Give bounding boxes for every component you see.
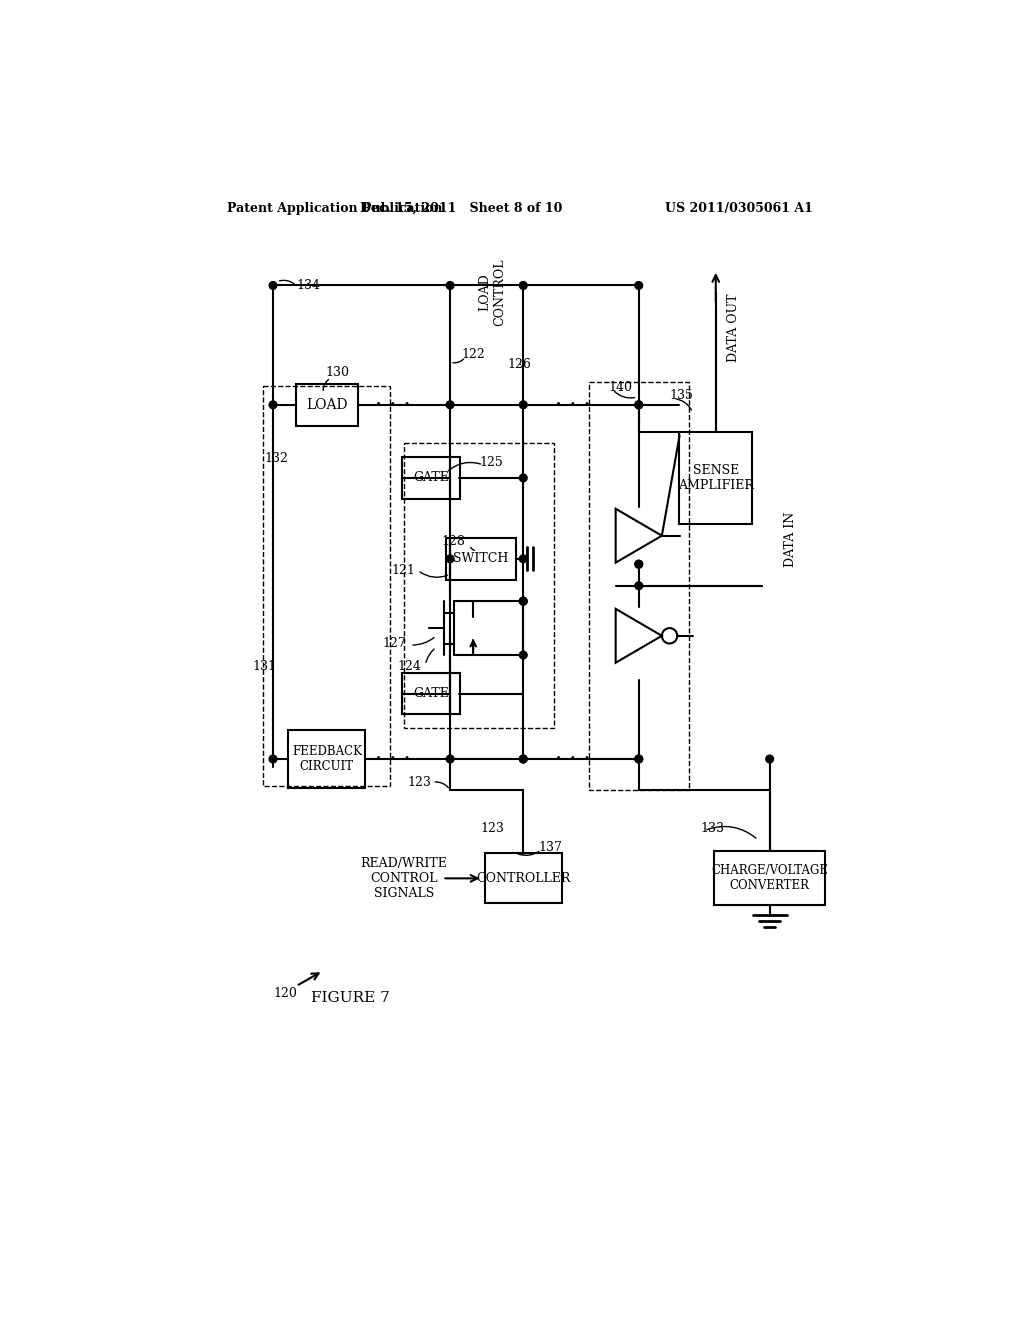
- Text: 128: 128: [441, 536, 466, 548]
- Circle shape: [635, 755, 643, 763]
- Circle shape: [635, 560, 643, 568]
- Text: READ/WRITE
CONTROL
SIGNALS: READ/WRITE CONTROL SIGNALS: [360, 857, 447, 900]
- Bar: [679, 432, 753, 524]
- Text: Dec. 15, 2011   Sheet 8 of 10: Dec. 15, 2011 Sheet 8 of 10: [360, 202, 563, 215]
- Circle shape: [446, 755, 454, 763]
- Circle shape: [446, 281, 454, 289]
- Text: GATE: GATE: [413, 686, 449, 700]
- Bar: [296, 384, 357, 426]
- Text: 132: 132: [264, 453, 289, 465]
- Bar: [404, 444, 554, 729]
- Text: SENSE
AMPLIFIER: SENSE AMPLIFIER: [678, 463, 754, 492]
- Text: · · ·: · · ·: [555, 748, 591, 770]
- Bar: [589, 381, 689, 789]
- Circle shape: [446, 401, 454, 409]
- Text: 122: 122: [462, 348, 485, 362]
- Circle shape: [519, 401, 527, 409]
- Text: · · ·: · · ·: [375, 748, 411, 770]
- Circle shape: [519, 755, 527, 763]
- Circle shape: [635, 401, 643, 409]
- Circle shape: [519, 474, 527, 482]
- Text: 140: 140: [608, 380, 632, 393]
- Bar: [714, 851, 825, 906]
- Text: 134: 134: [296, 279, 321, 292]
- Circle shape: [519, 597, 527, 605]
- Text: 126: 126: [508, 358, 531, 371]
- Bar: [402, 673, 460, 714]
- Bar: [402, 457, 460, 499]
- Circle shape: [269, 401, 276, 409]
- Circle shape: [635, 755, 643, 763]
- Circle shape: [519, 281, 527, 289]
- Circle shape: [519, 554, 527, 562]
- Text: · · ·: · · ·: [375, 393, 411, 416]
- Text: 125: 125: [479, 455, 503, 469]
- Circle shape: [519, 755, 527, 763]
- Bar: [446, 539, 515, 579]
- Circle shape: [635, 560, 643, 568]
- Text: LOAD
CONTROL: LOAD CONTROL: [478, 259, 507, 326]
- Circle shape: [635, 582, 643, 590]
- Text: GATE: GATE: [413, 471, 449, 484]
- Text: LOAD: LOAD: [306, 397, 348, 412]
- Text: 121: 121: [391, 564, 416, 577]
- Text: US 2011/0305061 A1: US 2011/0305061 A1: [665, 202, 813, 215]
- Circle shape: [519, 651, 527, 659]
- Text: SWITCH: SWITCH: [454, 552, 509, 565]
- Circle shape: [519, 597, 527, 605]
- Text: FEEDBACK
CIRCUIT: FEEDBACK CIRCUIT: [292, 744, 361, 774]
- Text: 123: 123: [407, 776, 431, 788]
- Circle shape: [269, 281, 276, 289]
- Text: 120: 120: [273, 987, 297, 1001]
- Text: CONTROLLER: CONTROLLER: [476, 871, 570, 884]
- Circle shape: [635, 281, 643, 289]
- Text: 124: 124: [397, 660, 422, 673]
- Text: · · ·: · · ·: [555, 393, 591, 416]
- Bar: [484, 853, 562, 903]
- Circle shape: [766, 755, 773, 763]
- Text: 123: 123: [481, 822, 505, 834]
- Text: DATA IN: DATA IN: [783, 512, 797, 568]
- Text: FIGURE 7: FIGURE 7: [310, 991, 389, 1005]
- Text: 137: 137: [539, 841, 562, 854]
- Text: CHARGE/VOLTAGE
CONVERTER: CHARGE/VOLTAGE CONVERTER: [711, 865, 828, 892]
- Text: Patent Application Publication: Patent Application Publication: [226, 202, 442, 215]
- Text: DATA OUT: DATA OUT: [727, 293, 740, 362]
- Circle shape: [635, 401, 643, 409]
- Text: 131: 131: [253, 660, 276, 673]
- Circle shape: [446, 554, 454, 562]
- Bar: [263, 385, 390, 785]
- Text: 130: 130: [326, 366, 349, 379]
- Circle shape: [269, 755, 276, 763]
- Text: 135: 135: [670, 389, 693, 403]
- Text: 127: 127: [383, 638, 407, 649]
- Text: 133: 133: [700, 822, 724, 834]
- Bar: [289, 730, 366, 788]
